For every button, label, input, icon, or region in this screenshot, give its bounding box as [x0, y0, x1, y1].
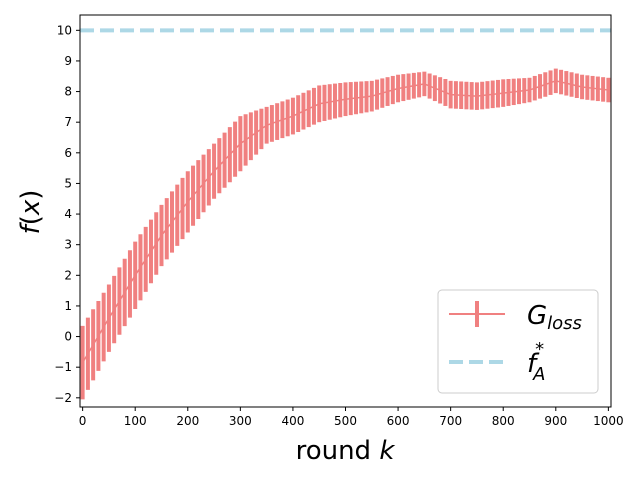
y-tick-label: 1: [64, 299, 72, 313]
x-tick-label: 200: [176, 414, 199, 428]
legend-label-f-star-sub: A: [532, 364, 545, 385]
y-tick-label: 10: [57, 23, 72, 37]
y-tick-label: 0: [64, 330, 72, 344]
y-tick-label: −1: [54, 360, 72, 374]
axis-ticks: 0 100 200 300 400 500 600 700 800 900 1000 −2 −1 0 1 2 3…: [54, 23, 623, 428]
y-tick-label: 7: [64, 115, 72, 129]
x-tick-label: 300: [229, 414, 252, 428]
x-axis-label: round k: [296, 436, 396, 466]
legend-label-f-star-sup: *: [535, 339, 544, 360]
y-axis-label: f(x): [16, 190, 46, 235]
y-tick-label: 2: [64, 268, 72, 282]
plot-area: [80, 28, 611, 400]
x-tick-label: 400: [281, 414, 304, 428]
x-tick-label: 1000: [593, 414, 624, 428]
x-tick-label: 100: [124, 414, 147, 428]
y-tick-label: 9: [64, 54, 72, 68]
x-tick-label: 800: [492, 414, 515, 428]
y-axis-label-var: x: [16, 199, 46, 216]
legend-label-g-loss-main: G: [527, 301, 547, 331]
x-tick-label: 600: [387, 414, 410, 428]
x-axis-label-var: k: [379, 436, 395, 466]
legend-label-f-star: f* A: [527, 339, 545, 385]
g-loss-line: [81, 80, 609, 363]
y-tick-label: 6: [64, 146, 72, 160]
x-tick-label: 500: [334, 414, 357, 428]
x-tick-label: 0: [79, 414, 87, 428]
legend: Gloss f* A: [437, 289, 599, 394]
legend-entry-f-star: f* A: [449, 339, 545, 385]
legend-label-g-loss: Gloss: [527, 301, 582, 334]
y-tick-label: 8: [64, 85, 72, 99]
y-tick-label: 3: [64, 238, 72, 252]
y-tick-label: −2: [54, 391, 72, 405]
y-tick-label: 5: [64, 176, 72, 190]
x-axis-label-main: round: [296, 436, 380, 466]
y-axis-label-open: (: [16, 215, 46, 225]
plot-frame: [79, 14, 612, 408]
x-tick-label: 900: [544, 414, 567, 428]
y-tick-label: 4: [64, 207, 72, 221]
legend-box: [437, 289, 599, 394]
legend-entry-g-loss: Gloss: [449, 301, 582, 334]
legend-label-g-loss-sub: loss: [547, 313, 582, 334]
y-axis-label-close: ): [16, 190, 46, 200]
x-tick-label: 700: [439, 414, 462, 428]
